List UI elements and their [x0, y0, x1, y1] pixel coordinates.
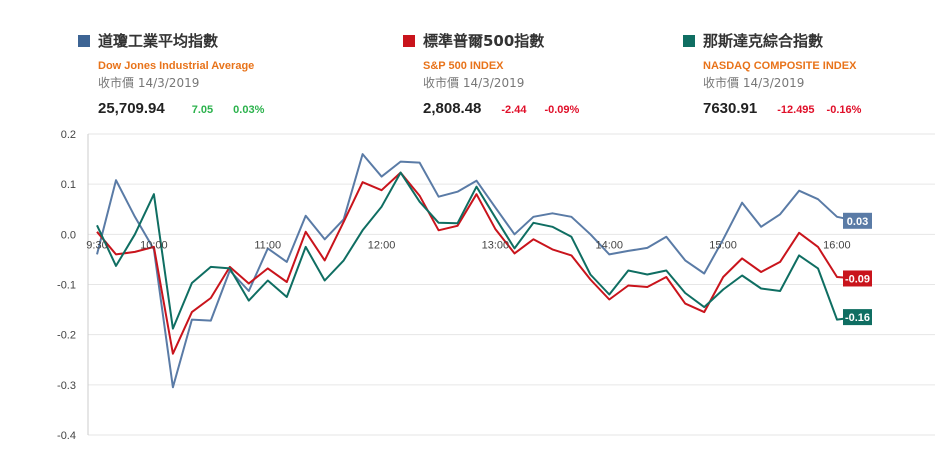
y-tick-label: -0.2: [57, 330, 76, 342]
y-tick-label: 0.2: [61, 129, 76, 141]
x-tick-label: 14:00: [595, 239, 623, 251]
index-price: 7630.91: [703, 100, 758, 117]
index-change-pct: 0.03%: [233, 104, 265, 116]
index-subtitle: NASDAQ COMPOSITE INDEX: [703, 60, 857, 72]
x-tick-label: 16:00: [823, 239, 851, 251]
index-change: 7.05: [191, 104, 214, 116]
chart-series: [96, 153, 857, 389]
y-tick-label: -0.1: [57, 280, 76, 292]
index-date: 收市價 14/3/2019: [98, 76, 200, 90]
index-subtitle: S&P 500 INDEX: [423, 60, 504, 72]
legend-dow: 道瓊工業平均指數 Dow Jones Industrial Average 收市…: [78, 30, 264, 117]
y-tick-label: 0.0: [61, 229, 76, 241]
series-line: [96, 171, 857, 330]
index-name: 標準普爾500指數: [423, 32, 545, 50]
end-value-badge: [843, 309, 872, 326]
x-tick-label: 10:00: [140, 239, 168, 251]
index-change: -12.495: [777, 104, 815, 116]
index-subtitle: Dow Jones Industrial Average: [98, 60, 255, 72]
series-line: [96, 153, 857, 389]
index-date: 收市價 14/3/2019: [703, 76, 805, 90]
index-price: 2,808.48: [423, 100, 482, 117]
legend-sp500: 標準普爾500指數 S&P 500 INDEX 收市價 14/3/2019 2,…: [403, 30, 579, 117]
x-tick-label: 15:00: [709, 239, 737, 251]
index-name: 那斯達克綜合指數: [703, 32, 824, 50]
end-value-badge: [843, 212, 872, 229]
x-tick-label: 12:00: [368, 239, 396, 251]
index-price: 25,709.94: [98, 100, 165, 117]
chart-labels: 0.2 0.1 0.0 -0.1 -0.2 -0.3 -0.4 9:30 10:00 11:00 1…: [57, 129, 872, 442]
index-change-pct: -0.09%: [544, 104, 580, 116]
end-value-label: -0.16: [845, 312, 870, 324]
y-tick-label: 0.1: [61, 179, 76, 191]
end-value-label: 0.03: [847, 216, 868, 228]
legend-nasdaq: 那斯達克綜合指數 NASDAQ COMPOSITE INDEX 收市價 14/3…: [683, 30, 861, 117]
y-tick-label: -0.4: [57, 430, 76, 442]
index-change-pct: -0.16%: [826, 104, 862, 116]
index-date: 收市價 14/3/2019: [423, 76, 525, 90]
x-tick-label: 13:00: [482, 239, 510, 251]
x-tick-label: 11:00: [254, 239, 281, 251]
series-color-swatch: [78, 34, 90, 47]
end-value-label: -0.09: [845, 273, 870, 285]
end-value-badge: [843, 270, 872, 287]
index-change: -2.44: [501, 104, 527, 116]
series-color-swatch: [403, 34, 415, 47]
series-line: [96, 171, 857, 355]
index-name: 道瓊工業平均指數: [98, 32, 219, 50]
x-tick-label: 9:30: [86, 239, 107, 251]
series-color-swatch: [683, 34, 695, 47]
y-tick-label: -0.3: [57, 380, 76, 392]
chart-grid: [87, 133, 935, 436]
